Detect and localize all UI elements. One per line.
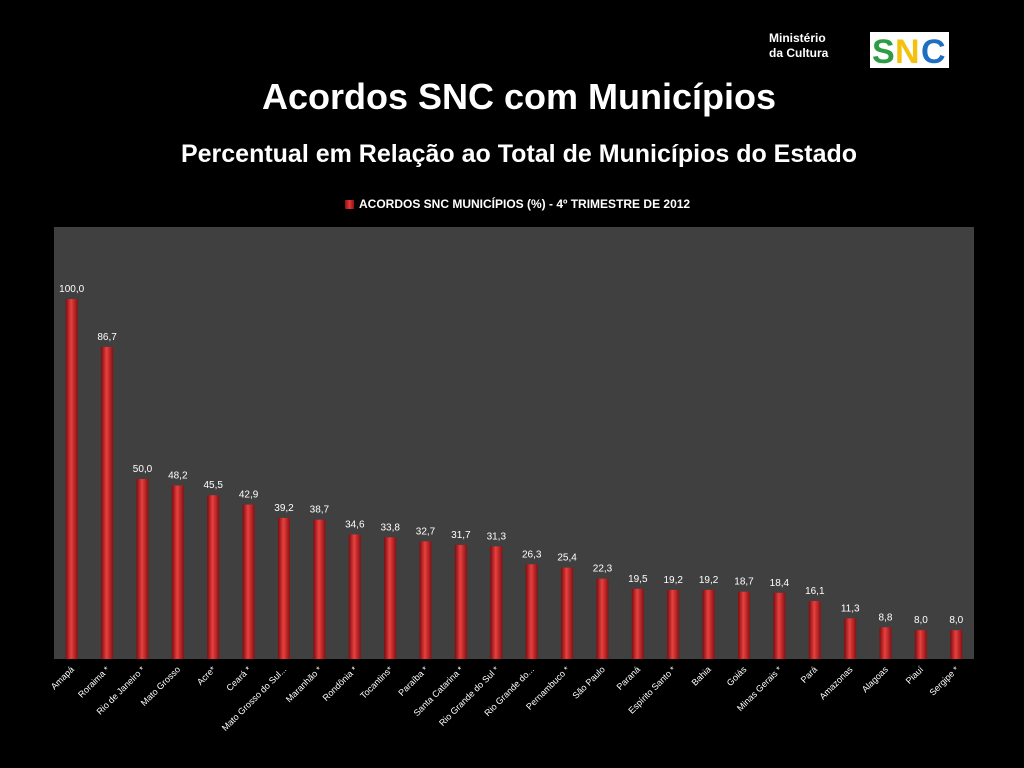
bar-value-label: 8,8 [879, 612, 893, 623]
bar-value-label: 8,0 [914, 615, 928, 626]
bar-value-label: 50,0 [133, 464, 153, 475]
bar [101, 346, 114, 659]
x-tick-label: Paraíba * [396, 664, 430, 698]
legend-label: ACORDOS SNC MUNICÍPIOS (%) - 4º TRIMESTR… [359, 197, 691, 211]
bar [207, 495, 220, 659]
x-tick-label: Goiás [725, 664, 749, 688]
bar [596, 578, 609, 659]
bar-value-label: 39,2 [274, 503, 294, 514]
bar [313, 519, 326, 659]
x-tick-label: Amazonas [817, 664, 854, 701]
bar [879, 627, 892, 659]
x-tick-label: Piauí [904, 664, 926, 686]
bar [738, 591, 750, 659]
snc-logo-c: C [921, 33, 946, 68]
bar [136, 479, 149, 659]
bar [525, 564, 538, 659]
bar-value-label: 38,7 [310, 505, 330, 516]
bar-value-label: 16,1 [805, 586, 825, 597]
ministry-line-1: Ministério [769, 31, 826, 45]
plot-area [54, 227, 974, 659]
bar [808, 601, 821, 659]
x-tick-label: Ceará * [224, 664, 253, 693]
x-tick-label: Mato Grosso do Sul... [220, 664, 289, 733]
snc-logo-n: N [895, 33, 920, 68]
bar-value-label: 11,3 [841, 603, 860, 614]
bar [419, 541, 432, 659]
bar [773, 592, 786, 659]
bar [631, 588, 644, 659]
bar [242, 504, 255, 659]
bar-value-label: 48,2 [168, 471, 188, 482]
bar-value-label: 31,7 [451, 530, 471, 541]
bar-value-label: 22,3 [593, 564, 613, 575]
bar [65, 299, 78, 659]
x-tick-label: Alagoas [860, 664, 890, 694]
bars-layer [65, 299, 963, 659]
bar [171, 485, 184, 659]
bar-value-label: 25,4 [557, 553, 577, 564]
x-tick-label: Rondônia * [321, 664, 360, 703]
bar-value-label: 19,2 [663, 575, 683, 586]
ministry-line-2: da Cultura [769, 46, 829, 60]
x-tick-label: Rio Grande do Sul * [437, 664, 501, 728]
x-tick-label: Amapá [49, 664, 76, 691]
bar [561, 567, 574, 659]
bar [950, 630, 963, 659]
page-subtitle: Percentual em Relação ao Total de Municí… [180, 140, 858, 168]
x-tick-label: Paraná [615, 664, 643, 692]
x-tick-label: Maranhão * [284, 664, 324, 704]
x-tick-label: Acre* [195, 664, 218, 687]
bar-value-label: 31,3 [487, 531, 507, 542]
legend-swatch [345, 199, 354, 209]
ministry-label: Ministério da Cultura [769, 31, 828, 61]
bar-value-label: 45,5 [203, 480, 223, 491]
bar-value-label: 18,4 [770, 578, 790, 589]
bar-value-label: 26,3 [522, 549, 542, 560]
tick-labels-layer: Amapá Roraima *Rio de Janeiro *Mato Gross… [49, 664, 961, 733]
snc-logo-s: S [872, 33, 895, 68]
page-title: Acordos SNC com Municípios [261, 76, 777, 117]
bar-value-label: 19,2 [699, 575, 719, 586]
bar-value-label: 86,7 [97, 332, 117, 343]
bar [384, 537, 397, 659]
bar-value-label: 18,7 [734, 577, 754, 588]
bar-value-label: 34,6 [345, 519, 365, 530]
bar [490, 546, 503, 659]
bar-value-label: 8,0 [949, 615, 963, 626]
x-tick-label: Tocantins* [358, 664, 395, 701]
bar-value-label: 19,5 [628, 574, 648, 585]
bar [702, 589, 715, 659]
value-labels-layer: 100,0 86,7 50,0 48,2 45,5 42,9 39,2 38,7 34,6 33,… [59, 284, 964, 626]
x-tick-label: Roraima * [76, 664, 112, 700]
bar [278, 517, 290, 659]
snc-logo: S N C [870, 32, 949, 71]
bar-value-label: 100,0 [59, 284, 84, 295]
bar-value-label: 42,9 [239, 490, 259, 501]
x-tick-label: Pará [799, 664, 820, 685]
bar [844, 618, 857, 659]
bar-value-label: 32,7 [416, 526, 436, 537]
bar [667, 589, 680, 659]
bar [914, 630, 927, 659]
bar [348, 534, 361, 659]
chart-legend: ACORDOS SNC MUNICÍPIOS (%) - 4º TRIMESTR… [345, 197, 690, 211]
bar-value-label: 33,8 [380, 522, 400, 533]
bar [454, 544, 467, 659]
x-tick-label: São Paulo [570, 664, 606, 700]
x-tick-label: Sergipe * [927, 664, 961, 698]
x-tick-label: Bahia [690, 664, 713, 687]
